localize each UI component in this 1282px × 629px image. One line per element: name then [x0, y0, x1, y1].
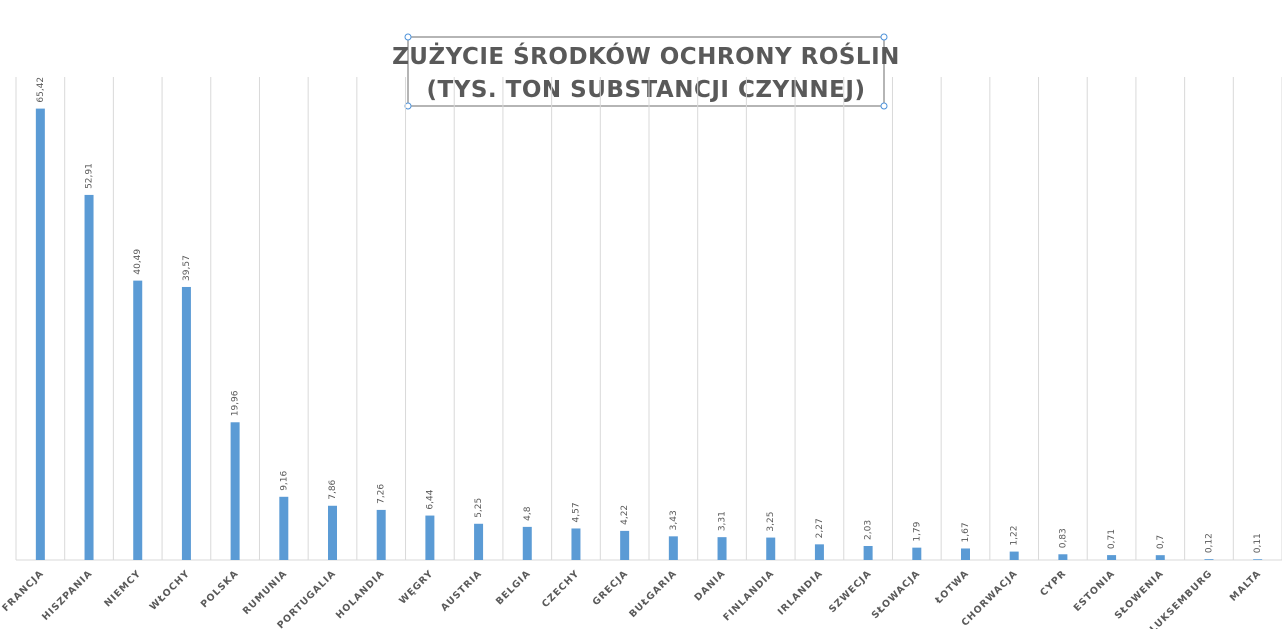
x-tick-label: SŁOWACJA: [870, 568, 923, 621]
data-label: 52,91: [85, 163, 95, 189]
data-label: 0,11: [1253, 533, 1263, 553]
data-label: 5,25: [474, 498, 484, 518]
x-tick-label: WŁOCHY: [148, 568, 193, 613]
data-label: 2,03: [864, 520, 874, 540]
bar: [814, 544, 824, 560]
data-label: 2,27: [815, 518, 825, 538]
data-label: 7,86: [328, 479, 338, 499]
chart-title: (TYS. TON SUBSTANCJI CZYNNEJ): [427, 77, 866, 103]
data-label: 7,26: [377, 484, 387, 504]
bar: [1058, 554, 1068, 560]
handle: [880, 33, 888, 41]
bar: [1009, 551, 1019, 560]
data-label: 65,42: [36, 77, 46, 103]
x-tick-label: IRLANDIA: [776, 568, 825, 617]
bar: [1253, 559, 1263, 560]
bar: [766, 537, 776, 560]
x-tick-label: DANIA: [693, 568, 728, 603]
bar: [1155, 555, 1165, 560]
bar: [717, 537, 727, 560]
bar: [522, 526, 532, 560]
bar: [230, 422, 240, 560]
bar: [474, 523, 484, 560]
data-label: 9,16: [279, 470, 289, 490]
data-label: 0,83: [1058, 528, 1068, 548]
bar: [668, 536, 678, 560]
data-label: 3,43: [669, 510, 679, 530]
bar: [35, 108, 45, 561]
x-tick-label: HOLANDIA: [334, 568, 387, 621]
data-label: 0,7: [1156, 535, 1166, 549]
title-frame: [407, 36, 885, 107]
data-label: 4,8: [523, 506, 533, 521]
data-label: 1,79: [912, 521, 922, 541]
data-label: 6,44: [425, 489, 435, 509]
x-tick-label: HISZPANIA: [40, 568, 95, 623]
bar: [84, 194, 94, 560]
data-label: 40,49: [133, 249, 143, 275]
data-label: 4,57: [571, 502, 581, 522]
title-box: [404, 33, 888, 110]
x-tick-label: POLSKA: [199, 568, 241, 610]
bar: [961, 548, 970, 560]
x-tick-label: ŁOTWA: [933, 568, 972, 607]
bar: [571, 528, 581, 560]
bar: [181, 286, 191, 560]
data-label: 3,31: [718, 511, 728, 531]
x-tick-label: SZWECJA: [827, 568, 874, 615]
x-tick-label: CYPR: [1038, 568, 1069, 599]
x-tick-label: BELGIA: [494, 568, 533, 607]
bar: [425, 515, 435, 560]
x-tick-label: BUŁGARIA: [627, 568, 679, 620]
handle: [404, 102, 412, 110]
x-tick-label: ESTONIA: [1072, 568, 1118, 614]
x-tick-label: SŁOWENIA: [1113, 568, 1166, 621]
data-label: 39,57: [182, 255, 192, 281]
x-tick-label: MALTA: [1228, 568, 1264, 604]
x-tick-label: NIEMCY: [102, 568, 143, 609]
data-label: 19,96: [231, 390, 241, 416]
bar: [863, 545, 873, 560]
x-tick-label: CZECHY: [540, 568, 582, 610]
bar: [912, 547, 922, 560]
data-label: 1,67: [961, 522, 971, 542]
chart-title: ZUŻYCIE ŚRODKÓW OCHRONY ROŚLIN: [392, 42, 900, 70]
handle: [404, 33, 412, 41]
data-label: 3,25: [766, 512, 776, 532]
x-tick-label: GRECJA: [591, 568, 631, 608]
x-tick-label: AUSTRIA: [439, 568, 484, 613]
x-tick-label: FRANCJA: [0, 568, 46, 614]
handle: [880, 102, 888, 110]
bar: [376, 509, 386, 560]
bar: [1204, 559, 1214, 560]
data-label: 0,71: [1107, 529, 1117, 549]
x-tick-label: RUMUNIA: [241, 568, 290, 617]
data-label: 4,22: [620, 505, 630, 525]
bar: [279, 496, 289, 560]
data-label: 0,12: [1204, 533, 1214, 553]
data-label: 1,22: [1010, 526, 1020, 546]
bar: [133, 280, 143, 560]
bar: [328, 505, 337, 560]
bar: [1107, 555, 1117, 560]
x-tick-label: FINLANDIA: [721, 568, 776, 623]
x-tick-label: WĘGRY: [397, 568, 436, 607]
bar: [620, 530, 630, 560]
